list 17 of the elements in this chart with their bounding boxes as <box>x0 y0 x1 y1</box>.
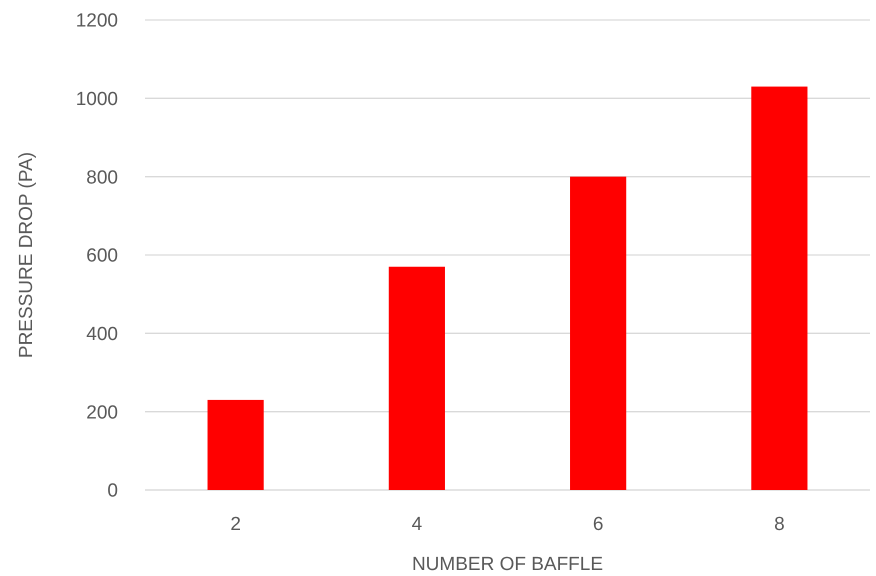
x-tick-label: 8 <box>774 514 785 535</box>
bar <box>570 176 626 490</box>
y-tick-label: 1000 <box>76 88 118 110</box>
bar <box>751 86 808 490</box>
x-tick-label: 6 <box>592 514 604 535</box>
y-tick-label: 200 <box>86 402 118 424</box>
bar <box>208 400 264 490</box>
y-tick-label: 0 <box>107 480 118 502</box>
y-tick-label: 600 <box>86 246 118 267</box>
x-axis-title: NUMBER OF BAFFLE <box>412 554 604 575</box>
x-tick-label: 2 <box>230 514 241 535</box>
y-tick-label: 800 <box>86 167 118 188</box>
x-tick-label: 4 <box>412 514 423 535</box>
y-axis-title: PRESSURE DROP (PA) <box>16 152 37 358</box>
y-tick-label: 400 <box>86 324 118 345</box>
y-tick-label: 1200 <box>76 10 118 32</box>
bar <box>388 266 445 490</box>
